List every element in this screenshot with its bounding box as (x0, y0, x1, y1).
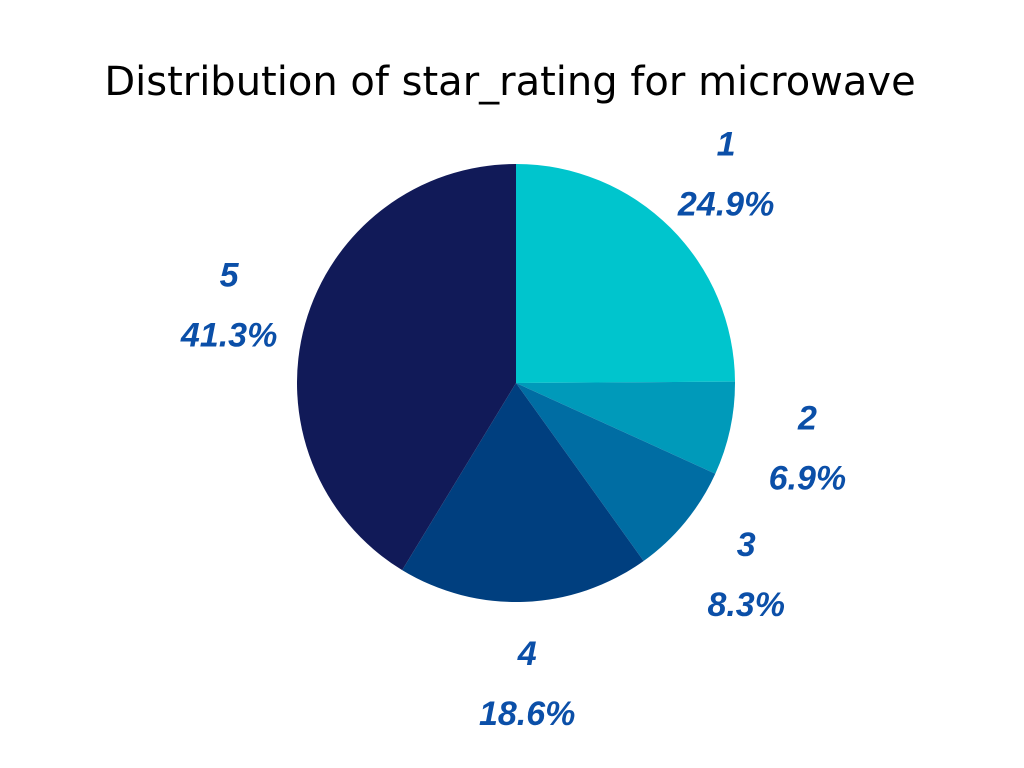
slice-category-label: 1 (717, 126, 736, 164)
pie-slice-4 (402, 383, 644, 603)
slice-percent-label: 8.3% (707, 586, 785, 624)
pie-slice-5 (296, 164, 516, 571)
slice-category-label: 2 (797, 399, 817, 437)
slice-percent-label: 24.9% (677, 186, 774, 224)
pie-slice-1 (516, 164, 735, 383)
pie-labels: 1 24.9% 2 6.9% 3 8.3% 4 18.6% 5 41.3% (180, 126, 846, 733)
slice-category-label: 5 (220, 257, 240, 295)
pie-slices (296, 164, 736, 603)
slice-category-label: 4 (517, 635, 537, 673)
slice-percent-label: 6.9% (769, 459, 847, 497)
slice-percent-label: 41.3% (180, 317, 277, 355)
chart-title: Distribution of star_rating for microwav… (104, 59, 915, 105)
pie-slice-3 (516, 383, 716, 561)
slice-percent-label: 18.6% (479, 695, 575, 733)
pie-slice-2 (516, 381, 736, 474)
slice-category-label: 3 (737, 526, 756, 564)
